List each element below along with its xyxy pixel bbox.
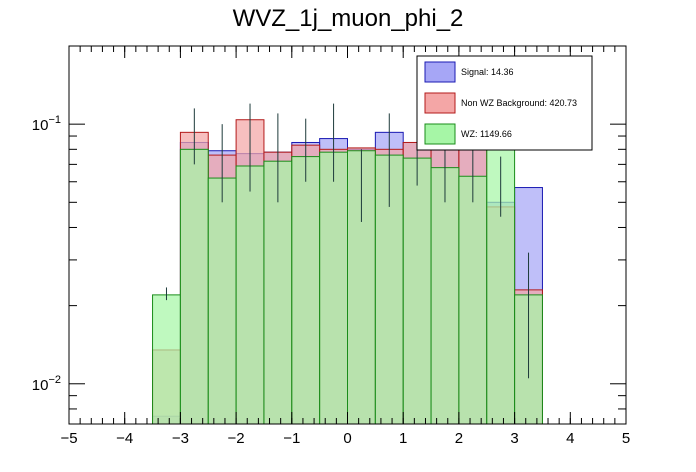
series-wz <box>152 148 543 425</box>
y-tick-label: 10−2 <box>32 374 61 394</box>
bar-3-3 <box>207 177 237 425</box>
bar-3-11 <box>430 167 460 425</box>
x-tick-label: −1 <box>283 430 300 447</box>
bar-3-1 <box>152 294 181 425</box>
bar-3-12 <box>458 175 488 425</box>
legend-label: Signal: 14.36 <box>461 67 514 77</box>
bar-3-10 <box>402 157 432 425</box>
legend-label: WZ: 1149.66 <box>461 129 512 139</box>
x-tick-label: 2 <box>455 430 463 447</box>
histogram-bars <box>152 119 543 425</box>
x-tick-label: −2 <box>228 430 245 447</box>
x-tick-label: −3 <box>172 430 189 447</box>
legend-swatch <box>424 92 456 114</box>
error-bars <box>165 103 530 379</box>
legend: Signal: 14.36 Non WZ Background: 420.73 WZ… <box>416 55 593 151</box>
x-tick-label: 0 <box>343 430 351 447</box>
legend-label: Non WZ Background: 420.73 <box>461 98 577 108</box>
bar-3-4 <box>235 165 265 425</box>
axes: −5 −4 −3 −2 −1 0 1 2 3 4 5 10−1 10−2 <box>32 45 630 447</box>
chart-title: WVZ_1j_muon_phi_2 <box>233 5 464 32</box>
legend-swatch <box>424 61 456 83</box>
x-tick-label: −4 <box>116 430 133 447</box>
x-tick-label: 3 <box>510 430 518 447</box>
bar-3-7 <box>319 151 348 425</box>
x-tick-label: 1 <box>399 430 407 447</box>
bar-3-2 <box>179 148 209 425</box>
x-tick-label: −5 <box>60 430 77 447</box>
x-tick-label: 5 <box>622 430 630 447</box>
y-tick-label: 10−1 <box>32 114 61 134</box>
x-tick-label: 4 <box>566 430 574 447</box>
legend-swatch <box>424 123 456 145</box>
bar-3-6 <box>291 156 321 425</box>
